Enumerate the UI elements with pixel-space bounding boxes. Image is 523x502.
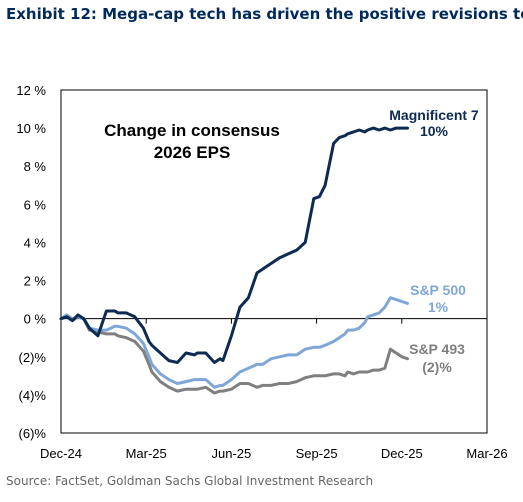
y-tick-label: (2)% [19,350,47,365]
y-tick-label: 8 % [24,159,47,174]
y-axis: 12 % 10 % 8 % 6 % 4 % 2 % 0 % (2)% (4)% (6)% [16,83,46,441]
x-tick-label: Mar-25 [126,446,167,461]
y-tick-label: 10 % [16,121,46,136]
sp500-line [59,296,409,389]
x-axis: Dec-24 Mar-25 Jun-25 Sep-25 Dec-25 Mar-26 [40,318,508,461]
mag7-end-value: 10% [420,123,449,139]
x-tick-label: Dec-24 [40,446,82,461]
y-tick-label: 0 % [24,312,47,327]
y-tick-label: 2 % [24,274,47,289]
x-tick-label: Jun-25 [212,446,252,461]
chart-title-line-1: Change in consensus [104,121,280,140]
source-note: Source: FactSet, Goldman Sachs Global In… [6,474,374,488]
series-lines [59,126,409,395]
y-tick-label: 12 % [16,83,46,98]
sp500-legend-label: S&P 500 [410,282,466,298]
x-tick-label: Dec-25 [381,446,423,461]
sp500-end-value: 1% [428,299,449,315]
y-tick-label: (4)% [19,388,47,403]
x-tick-label: Mar-26 [466,446,507,461]
y-tick-label: 4 % [24,235,47,250]
mag7-legend-label: Magnificent 7 [389,107,479,123]
x-tick-label: Sep-25 [296,446,338,461]
mag7-line [59,126,409,364]
sp493-legend-label: S&P 493 [409,341,465,357]
y-tick-label: 6 % [24,197,47,212]
chart-title-line-2: 2026 EPS [154,143,231,162]
sp493-line [59,315,409,395]
exhibit-title: Exhibit 12: Mega-cap tech has driven the… [6,5,523,23]
sp493-end-value: (2)% [422,359,452,375]
y-tick-label: (6)% [19,426,47,441]
plot-frame [60,89,488,434]
